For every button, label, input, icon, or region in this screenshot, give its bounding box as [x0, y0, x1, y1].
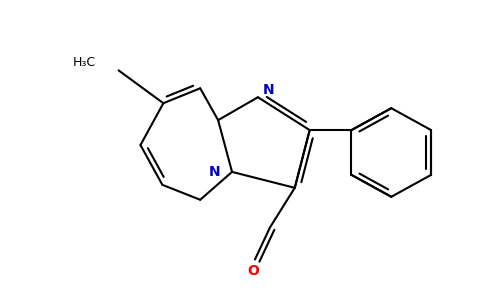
Text: N: N	[209, 165, 220, 179]
Text: N: N	[263, 83, 274, 97]
Text: H₃C: H₃C	[73, 56, 96, 69]
Text: O: O	[247, 265, 259, 278]
